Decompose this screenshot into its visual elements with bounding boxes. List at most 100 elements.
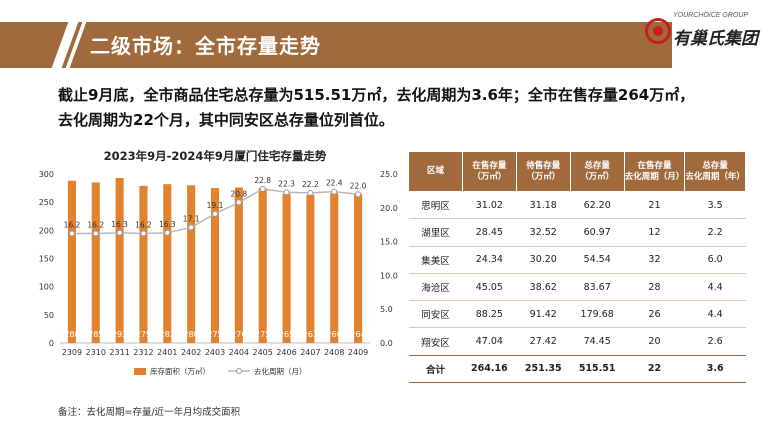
table-header-cell: 区域 — [408, 151, 463, 192]
bar-value-label: 266 — [327, 330, 342, 339]
table-cell: 2.2 — [684, 218, 746, 247]
bar-value-label: 275 — [255, 330, 270, 339]
bar-2404 — [234, 187, 243, 343]
bar-2408 — [330, 193, 339, 343]
header-bar — [0, 22, 672, 68]
line-point — [235, 199, 242, 206]
y-left-tick-label: 100 — [39, 283, 54, 292]
bar-2401 — [163, 184, 172, 343]
bar-2405 — [258, 188, 267, 343]
line-value-label: 16.2 — [135, 220, 152, 229]
page-title: 二级市场：全市存量走势 — [90, 34, 321, 58]
table-row: 集美区 24.34 30.20 54.54 32 6.0 — [408, 246, 746, 274]
line-point — [140, 230, 147, 237]
logo-chinese-name: 有巢氏集团 — [673, 29, 758, 49]
stock-trend-chart: 0 50 100 150 200 250 300 0.0 5.0 10.0 15.0 20.0 25.0… — [39, 170, 398, 376]
table-row: 翔安区 47.04 27.42 74.45 20 2.6 — [409, 328, 746, 355]
table-cell: 32 — [624, 246, 685, 274]
line-point — [116, 229, 123, 236]
table-cell: 38.62 — [516, 273, 571, 302]
table-cell: 515.51 — [570, 354, 625, 384]
bar-2407 — [306, 194, 315, 343]
table-cell: 83.67 — [570, 273, 625, 302]
bar-value-label: 288 — [64, 330, 79, 339]
x-tick-label: 2408 — [324, 348, 344, 357]
table-cell: 31.02 — [462, 191, 517, 220]
logo-mark-icon — [645, 18, 671, 44]
x-tick-label: 2401 — [157, 348, 177, 357]
bar-value-label: 263 — [303, 330, 318, 339]
table-row: 思明区 31.02 31.18 62.20 21 3.5 — [408, 191, 746, 220]
legend-line-label: 去化周期（月） — [254, 366, 307, 376]
line-point — [283, 189, 290, 196]
line-value-label: 16.3 — [111, 220, 128, 229]
bar-2409 — [354, 194, 363, 343]
line-point — [188, 224, 195, 231]
bar-value-label: 279 — [136, 330, 151, 339]
table-header-cell: 总存量 （万㎡） — [569, 151, 625, 192]
table-cell: 88.25 — [462, 300, 517, 329]
x-tick-label: 2404 — [229, 348, 249, 357]
bar-value-label: 293 — [112, 330, 127, 339]
legend-bar-label: 库存面积（万㎡） — [150, 366, 210, 376]
x-tick-label: 2409 — [348, 348, 368, 357]
bar-2402 — [187, 185, 196, 343]
x-tick-label: 2310 — [86, 348, 106, 357]
bar-2310 — [91, 182, 100, 343]
y-left-tick-label: 300 — [39, 170, 54, 179]
table-cell: 24.34 — [462, 246, 517, 274]
y-left-tick-label: 0 — [49, 339, 54, 348]
table-cell: 3.6 — [684, 354, 746, 384]
table-cell: 62.20 — [570, 191, 625, 220]
table-cell: 海沧区 — [408, 273, 463, 302]
table-cell: 27.42 — [529, 336, 557, 348]
y-right-tick-label: 25.0 — [380, 170, 398, 179]
line-value-label: 22.8 — [254, 176, 271, 185]
bar-2406 — [282, 193, 291, 343]
logo-english-name: YOURCHOICE GROUP — [673, 12, 749, 19]
table-header-row: 区域 在售存量 （万㎡） 待售存量 （万㎡） 总存量 （万㎡） 在售存量 去化周期（月） 总存量去… — [408, 151, 746, 192]
table-header-cell: 总存量 去化周期（年） — [684, 151, 746, 192]
table-cell: 28.45 — [462, 218, 517, 247]
bar-value-label: 276 — [231, 330, 246, 339]
bar-value-label: 280 — [184, 330, 199, 339]
table-cell: 6.0 — [684, 246, 746, 274]
line-value-label: 16.3 — [159, 220, 176, 229]
x-tick-label: 2402 — [181, 348, 201, 357]
x-tick-label: 2312 — [133, 348, 153, 357]
summary-line-2: 去化周期为22个月，其中同安区总存量位列首位。 — [58, 111, 394, 129]
table-cell: 54.54 — [570, 246, 625, 274]
y-right-tick-label: 0.0 — [380, 339, 393, 348]
summary-line-1: 截止9月底，全市商品住宅总存量为515.51万㎡，去化周期为3.6年；全市在售存… — [58, 86, 695, 104]
line-point — [164, 229, 171, 236]
district-stock-table: 区域 在售存量 （万㎡） 待售存量 （万㎡） 总存量 （万㎡） 在售存量 去化周期（月） 总存量去… — [408, 151, 746, 384]
legend-bar-swatch — [134, 368, 146, 375]
line-value-label: 20.8 — [230, 189, 247, 198]
line-point — [355, 191, 362, 198]
table-cell: 4.4 — [684, 300, 746, 329]
bar-value-label: 275 — [207, 330, 222, 339]
table-header-cell: 在售存量 去化周期（月） — [623, 151, 686, 192]
line-point — [92, 230, 99, 237]
x-tick-label: 2406 — [276, 348, 296, 357]
line-value-label: 16.2 — [64, 220, 81, 229]
x-tick-label: 2407 — [300, 348, 320, 357]
table-row: 海沧区 45.05 38.62 83.67 28 4.4 — [408, 273, 746, 302]
table-cell: 2.6 — [707, 336, 723, 348]
chart-title: 2023年9月-2024年9月厦门住宅存量走势 — [103, 149, 327, 163]
table-cell: 31.18 — [516, 191, 571, 220]
table-cell: 合计 — [408, 354, 463, 384]
y-left-tick-label: 200 — [39, 226, 54, 235]
bar-value-label: 285 — [88, 330, 103, 339]
table-header-cell: 在售存量 （万㎡） — [461, 151, 517, 192]
table-cell: 4.4 — [684, 273, 746, 302]
legend-line-marker — [236, 368, 242, 374]
line-value-label: 19.1 — [207, 201, 224, 210]
bar-2312 — [139, 185, 148, 343]
x-tick-label: 2405 — [253, 348, 273, 357]
bar-value-label: 264 — [350, 330, 365, 339]
table-cell: 179.68 — [570, 300, 625, 329]
y-right-tick-label: 20.0 — [380, 204, 398, 213]
line-point — [68, 230, 75, 237]
table-cell: 22 — [624, 354, 685, 384]
